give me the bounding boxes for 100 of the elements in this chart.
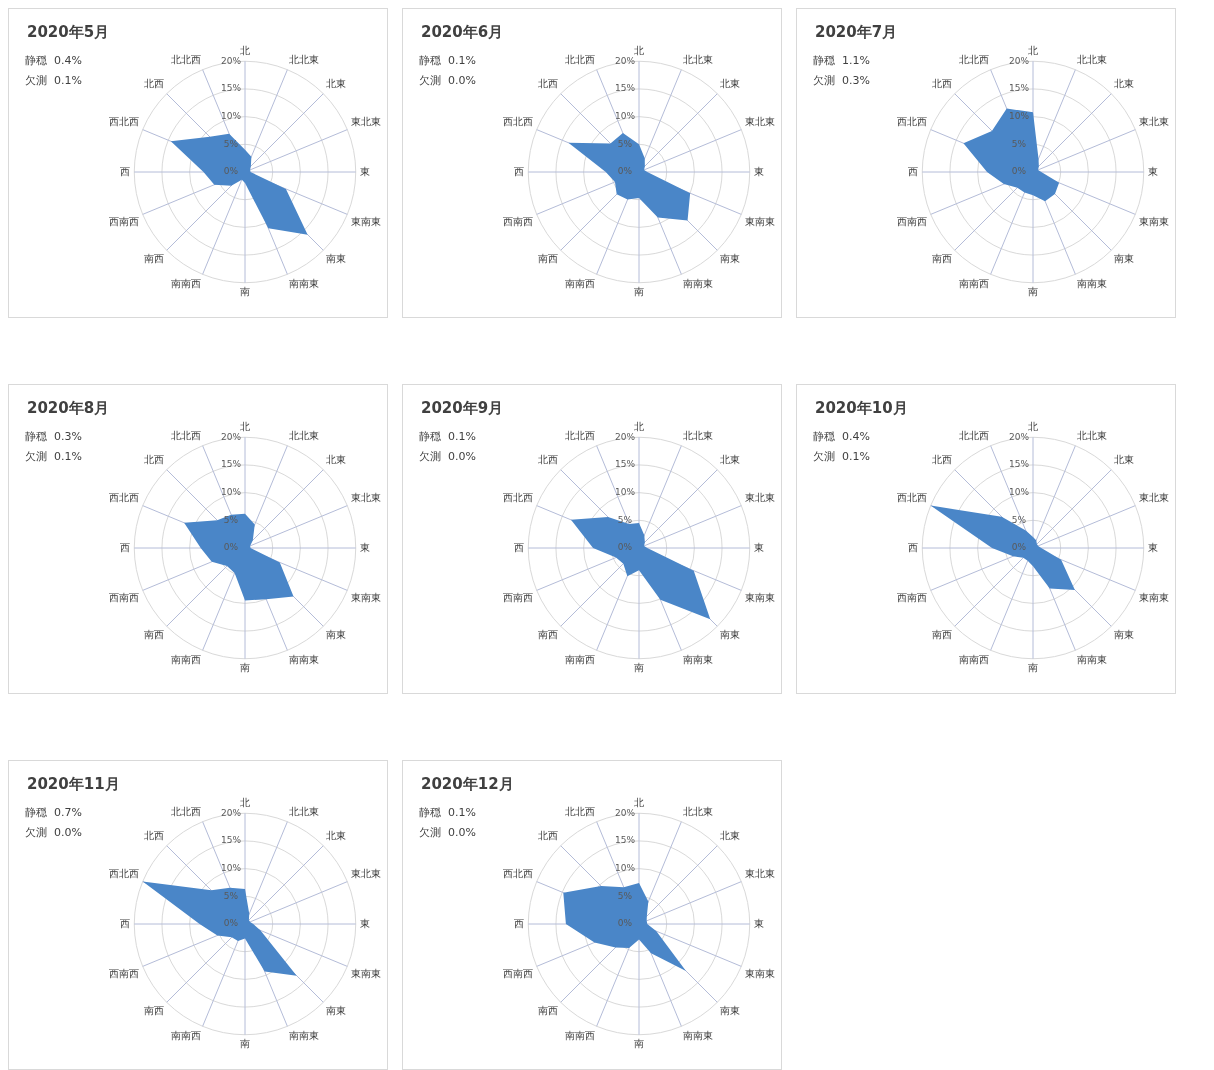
spoke-label: 南南西 — [171, 1029, 202, 1041]
spoke-label: 南 — [634, 1038, 644, 1050]
spoke-label: 東 — [359, 917, 370, 929]
y-tick-label: 5% — [617, 514, 633, 525]
spoke-label: 西南西 — [897, 591, 927, 603]
text: 欠測 0.1% — [813, 449, 870, 465]
spoke-label: 北北西 — [959, 53, 990, 65]
spoke-label: 北東 — [326, 454, 347, 466]
y-tick-label: 15% — [614, 835, 636, 846]
spoke-label: 北北東 — [682, 805, 713, 817]
text: 静穏 0.4% — [25, 53, 82, 69]
spoke-label: 東北東 — [351, 115, 381, 127]
y-tick-label: 0% — [617, 542, 633, 553]
text: 欠測 0.0% — [419, 449, 476, 465]
y-tick-label: 20% — [614, 55, 636, 66]
y-tick-label: 20% — [220, 431, 242, 442]
spoke-label: 北北西 — [171, 805, 202, 817]
y-tick-label: 10% — [220, 862, 242, 873]
y-tick-label: 15% — [220, 835, 242, 846]
spoke-label: 南東 — [326, 1004, 347, 1016]
spoke-label: 北東 — [1114, 78, 1135, 90]
text: 欠測 0.0% — [419, 73, 476, 89]
spoke-label: 北西 — [537, 78, 558, 90]
spoke-label: 南南西 — [959, 277, 990, 289]
spoke-label: 南南西 — [959, 653, 990, 665]
spoke-label: 西南西 — [109, 215, 139, 227]
y-tick-label: 0% — [617, 166, 633, 177]
spoke-label: 南西 — [931, 252, 952, 264]
spoke-label: 南南東 — [682, 1029, 713, 1041]
spoke-label: 南西 — [143, 252, 164, 264]
y-tick-label: 0% — [223, 918, 239, 929]
spoke-label: 南南東 — [1076, 653, 1107, 665]
y-tick-label: 20% — [614, 807, 636, 818]
spoke-label: 西北西 — [897, 491, 927, 503]
y-tick-label: 0% — [1011, 542, 1027, 553]
spoke-label: 南 — [634, 286, 644, 298]
spoke-label: 西 — [514, 541, 525, 553]
spoke-label: 南東 — [720, 252, 741, 264]
spoke-label: 南南東 — [288, 277, 319, 289]
spoke-label: 南東 — [326, 252, 347, 264]
spoke-label: 北北東 — [288, 805, 319, 817]
spoke-label: 西 — [908, 541, 919, 553]
spoke-label: 北北西 — [171, 53, 202, 65]
chart-title: 2020年6月 — [421, 23, 504, 42]
y-tick-label: 20% — [1008, 431, 1030, 442]
spoke-label: 東北東 — [351, 867, 381, 879]
spoke-label: 北西 — [537, 454, 558, 466]
spoke-label: 南南東 — [288, 653, 319, 665]
spoke-label: 東 — [753, 541, 764, 553]
spoke-label: 北東 — [326, 78, 347, 90]
spoke-label: 北西 — [143, 78, 164, 90]
y-tick-label: 0% — [223, 542, 239, 553]
spoke-label: 南 — [1028, 662, 1038, 674]
text: 欠測 0.0% — [25, 825, 82, 841]
spoke-label: 北西 — [143, 454, 164, 466]
spoke-label: 北 — [1028, 420, 1038, 432]
spoke-label: 西 — [908, 165, 919, 177]
spoke-label: 南南西 — [565, 1029, 596, 1041]
text: 欠測 0.1% — [25, 73, 82, 89]
spoke-label: 東 — [1147, 541, 1158, 553]
y-tick-label: 10% — [220, 110, 242, 121]
spoke-label: 北東 — [720, 454, 741, 466]
spoke-label: 南南西 — [171, 653, 202, 665]
spoke-label: 北西 — [931, 454, 952, 466]
spoke-label: 北 — [634, 796, 644, 808]
chart-title: 2020年12月 — [421, 775, 514, 794]
spoke-label: 東 — [753, 917, 764, 929]
y-tick-label: 5% — [617, 890, 633, 901]
spoke-label: 南南東 — [682, 653, 713, 665]
text: 静穏 0.1% — [419, 429, 476, 445]
spoke-label: 北 — [240, 796, 250, 808]
spoke-label: 北北東 — [1076, 53, 1107, 65]
y-tick-label: 20% — [220, 55, 242, 66]
spoke-label: 南南東 — [1076, 277, 1107, 289]
y-tick-label: 15% — [1008, 83, 1030, 94]
spoke-label: 南東 — [720, 1004, 741, 1016]
spoke-label: 南東 — [720, 628, 741, 640]
y-tick-label: 10% — [1008, 110, 1030, 121]
y-tick-label: 10% — [614, 862, 636, 873]
spoke-label: 西北西 — [109, 491, 139, 503]
spoke-label: 東南東 — [1139, 591, 1169, 603]
spoke-label: 北 — [634, 44, 644, 56]
y-tick-label: 15% — [220, 83, 242, 94]
text: 静穏 1.1% — [813, 53, 870, 69]
text: 欠測 0.3% — [813, 73, 870, 89]
text: 静穏 0.7% — [25, 805, 82, 821]
y-tick-label: 0% — [617, 918, 633, 929]
y-tick-label: 10% — [220, 486, 242, 497]
spoke-label: 北 — [240, 420, 250, 432]
text: 欠測 0.1% — [25, 449, 82, 465]
spoke-label: 南 — [240, 662, 250, 674]
y-tick-label: 5% — [223, 890, 239, 901]
spoke-label: 西 — [514, 917, 525, 929]
spoke-label: 西北西 — [503, 491, 533, 503]
spoke-label: 南東 — [1114, 628, 1135, 640]
spoke-label: 北北西 — [171, 429, 202, 441]
spoke-label: 北東 — [720, 830, 741, 842]
spoke-label: 南南西 — [565, 277, 596, 289]
spoke-label: 東 — [753, 165, 764, 177]
spoke-label: 南西 — [537, 1004, 558, 1016]
